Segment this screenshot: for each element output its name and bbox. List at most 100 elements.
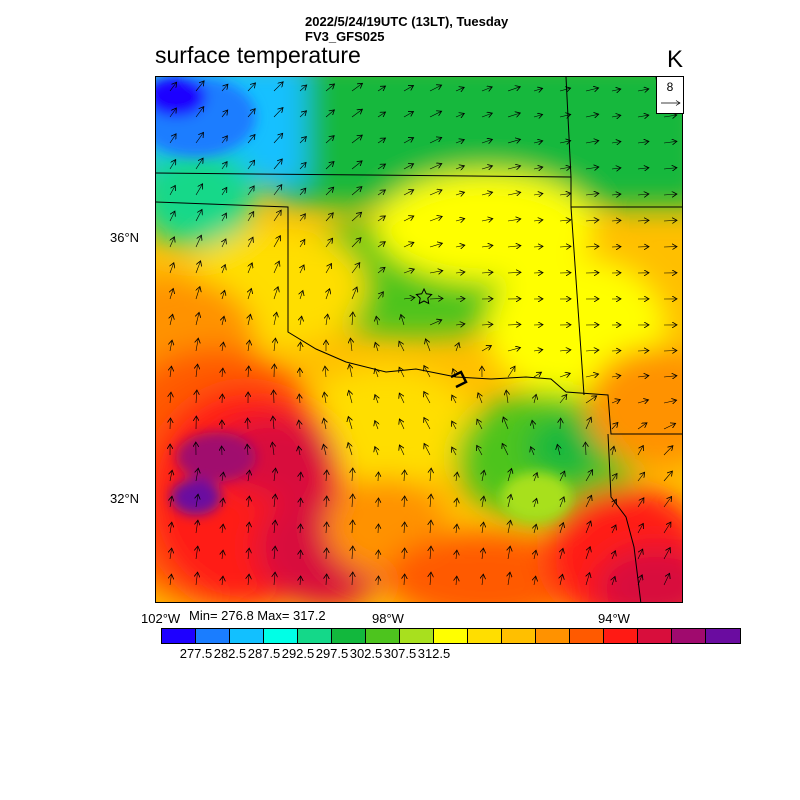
wind-arrow	[300, 472, 301, 482]
wind-arrow	[403, 190, 414, 196]
wind-arrow	[507, 113, 520, 117]
wind-arrow	[585, 374, 599, 377]
wind-arrow	[637, 168, 649, 169]
wind-arrow	[481, 324, 493, 325]
wind-arrow	[611, 220, 621, 221]
colorbar-swatch	[162, 629, 196, 643]
colorbar-label: 312.5	[417, 646, 451, 661]
wind-arrow	[196, 572, 198, 586]
wind-arrow	[507, 246, 521, 247]
wind-arrow	[399, 367, 405, 378]
wind-arrow	[169, 211, 175, 222]
wind-arrow	[534, 550, 536, 560]
wind-arrow	[325, 136, 334, 144]
wind-arrow	[611, 168, 621, 169]
wind-arrow	[352, 312, 353, 326]
wind-arrow	[507, 139, 521, 143]
wind-arrow	[508, 469, 512, 482]
wind-arrow	[324, 418, 326, 430]
wind-arrow	[585, 521, 591, 534]
wind-arrow	[248, 418, 249, 430]
wind-arrow	[222, 213, 226, 222]
wind-arrow	[195, 158, 203, 170]
wind-arrow	[170, 392, 171, 404]
wind-arrow	[424, 392, 431, 404]
wind-arrow	[272, 442, 274, 456]
wind-arrow	[430, 468, 431, 482]
lon-label-102w: 102°W	[141, 611, 181, 626]
wind-arrow	[221, 110, 228, 118]
wind-arrow	[221, 136, 227, 144]
colorbar-swatch	[196, 629, 230, 643]
wind-arrow	[559, 88, 571, 91]
colorbar-swatch	[672, 629, 706, 643]
wind-arrow	[196, 468, 198, 482]
wind-arrow	[404, 470, 405, 482]
wind-arrow	[247, 160, 255, 170]
wind-arrow	[351, 238, 361, 248]
wind-arrow	[637, 423, 647, 430]
wind-arrow	[248, 574, 249, 586]
wind-arrow	[170, 237, 174, 248]
wind-arrow	[559, 471, 565, 482]
wind-arrow	[403, 298, 415, 300]
wind-arrow	[325, 110, 334, 118]
wind-arrow	[299, 162, 306, 170]
wind-arrow	[612, 446, 614, 456]
wind-arrow	[637, 400, 649, 403]
colorbar-label: 297.5	[315, 646, 349, 661]
wind-arrow	[456, 524, 457, 534]
wind-arrow	[325, 84, 335, 92]
wind-arrow	[663, 115, 677, 117]
wind-arrow	[298, 446, 300, 456]
wind-arrow	[429, 85, 442, 92]
wind-arrow	[585, 246, 599, 247]
colorbar-swatch	[434, 629, 468, 643]
wind-arrow	[508, 572, 510, 586]
wind-arrow	[248, 496, 249, 508]
colorbar-swatch	[366, 629, 400, 643]
wind-arrow	[482, 522, 484, 534]
wind-arrow	[507, 324, 521, 325]
wind-arrow	[455, 324, 465, 325]
model-name-header: FV3_GFS025	[305, 29, 385, 44]
wind-arrow	[559, 114, 571, 117]
wind-arrow	[299, 85, 307, 92]
wind-arrow	[559, 193, 571, 195]
wind-arrow	[533, 372, 542, 377]
wind-arrow	[559, 246, 571, 247]
colorbar-label: 292.5	[281, 646, 315, 661]
temperature-field	[156, 77, 682, 602]
wind-arrow	[585, 193, 599, 195]
wind-arrow	[455, 245, 465, 247]
wind-arrow	[325, 366, 326, 378]
wind-arrow	[637, 194, 649, 195]
wind-arrow	[534, 394, 536, 404]
wind-arrow	[533, 220, 543, 221]
colorbar-label: 287.5	[247, 646, 281, 661]
wind-arrow	[507, 348, 521, 351]
wind-arrow	[351, 212, 362, 222]
wind-arrow	[455, 219, 465, 221]
wind-arrow	[274, 520, 275, 534]
colorbar-swatch	[706, 629, 740, 643]
wind-arrow	[560, 548, 563, 560]
wind-arrow	[507, 366, 515, 378]
wind-arrow	[169, 160, 176, 170]
wind-arrow	[429, 111, 442, 118]
wind-arrow	[247, 212, 254, 222]
wind-arrow	[324, 392, 326, 404]
wind-arrow	[222, 576, 223, 586]
wind-arrow	[404, 548, 405, 560]
wind-arrow	[534, 576, 536, 586]
wind-arrow	[352, 468, 353, 482]
colorbar-swatch	[468, 629, 502, 643]
wind-arrow	[637, 351, 649, 352]
wind-arrow	[326, 314, 328, 326]
wind-arrow	[169, 185, 175, 196]
wind-arrow	[663, 471, 672, 482]
lon-label-98w: 98°W	[372, 611, 404, 626]
wind-arrow	[351, 263, 360, 274]
wind-arrow	[426, 339, 431, 352]
wind-arrow	[429, 271, 443, 273]
